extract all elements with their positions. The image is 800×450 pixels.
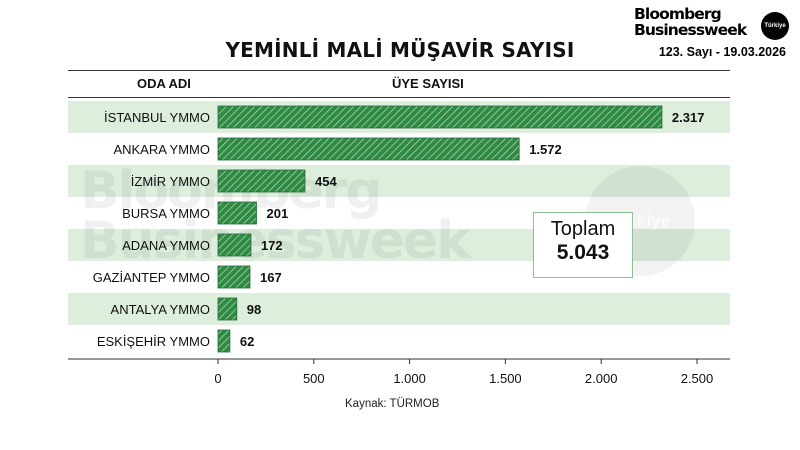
column-header-count: ÜYE SAYISI <box>392 76 464 91</box>
top-rule <box>68 70 730 71</box>
x-tick-label: 1.000 <box>393 371 426 386</box>
bar <box>217 137 520 161</box>
chart-title: YEMİNLİ MALİ MÜŞAVİR SAYISI <box>225 38 575 62</box>
data-label: 172 <box>261 238 283 253</box>
category-label: ADANA YMMO <box>122 238 210 253</box>
issue-label: 123. Sayı - 19.03.2026 <box>658 45 786 59</box>
row-band <box>68 325 730 357</box>
brand-badge: Türkiye <box>761 12 789 40</box>
data-label: 454 <box>315 174 337 189</box>
bar <box>217 105 663 129</box>
category-label: ANKARA YMMO <box>113 142 210 157</box>
row-band <box>68 165 730 197</box>
category-label: İZMİR YMMO <box>131 174 210 189</box>
data-label: 201 <box>267 206 289 221</box>
x-tick-label: 2.000 <box>585 371 618 386</box>
data-label: 98 <box>247 302 261 317</box>
total-label: Toplam <box>550 218 616 240</box>
x-tick-label: 500 <box>303 371 325 386</box>
data-label: 2.317 <box>672 110 705 125</box>
data-label: 1.572 <box>529 142 562 157</box>
total-value: 5.043 <box>556 241 610 264</box>
header-rule <box>68 97 730 98</box>
brand-logo: Bloomberg Businessweek Türkiye <box>634 6 794 46</box>
brand-line-2: Businessweek <box>634 21 747 39</box>
data-label: 167 <box>260 270 282 285</box>
source-note: Kaynak: TÜRMOB <box>345 398 440 410</box>
category-label: ANTALYA YMMO <box>111 302 210 317</box>
bar <box>217 329 231 353</box>
data-label: 62 <box>240 334 254 349</box>
bar <box>217 265 251 289</box>
bar <box>217 169 306 193</box>
bar <box>217 233 252 257</box>
row-band <box>68 293 730 325</box>
column-header-name: ODA ADI <box>137 76 191 91</box>
x-tick-label: 0 <box>214 371 221 386</box>
total-box: Toplam 5.043 <box>533 212 633 278</box>
bar <box>217 297 238 321</box>
category-label: BURSA YMMO <box>122 206 210 221</box>
x-tick-label: 2.500 <box>681 371 714 386</box>
category-label: GAZİANTEP YMMO <box>93 270 210 285</box>
category-label: ESKİŞEHİR YMMO <box>97 334 210 349</box>
bar <box>217 201 257 225</box>
brand-line-1: Bloomberg <box>634 5 722 23</box>
x-tick-label: 1.500 <box>489 371 522 386</box>
category-label: İSTANBUL YMMO <box>104 110 210 125</box>
